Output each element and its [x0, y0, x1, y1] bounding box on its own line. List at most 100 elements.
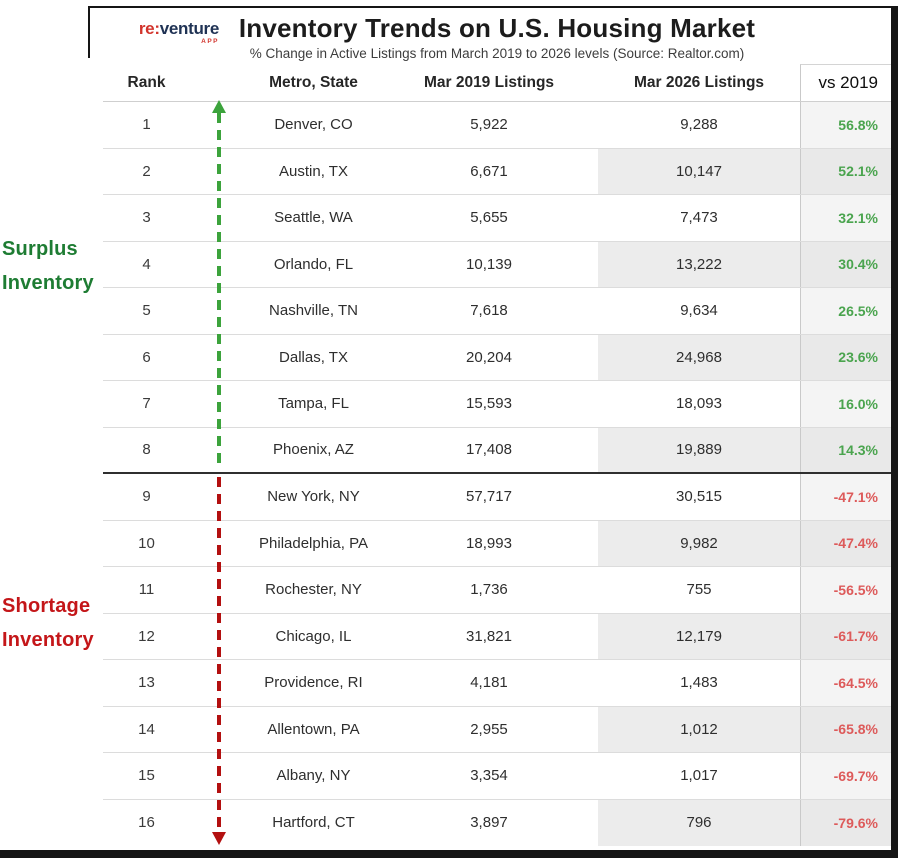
table-row: 7 Tampa, FL 15,593 18,093 16.0% — [103, 381, 891, 428]
metro-cell: Austin, TX — [279, 162, 348, 180]
metro-cell: Allentown, PA — [267, 720, 360, 738]
mar2026-cell: 7,473 — [680, 209, 718, 227]
surplus-inventory-label: Surplus Inventory — [2, 238, 94, 294]
frame-border-bottom — [0, 850, 898, 858]
rank-cell: 11 — [138, 581, 155, 599]
table-row: 12 Chicago, IL 31,821 12,179 -61.7% — [103, 613, 891, 660]
mar2019-cell: 3,897 — [470, 814, 508, 832]
table-row: 4 Orlando, FL 10,139 13,222 30.4% — [103, 241, 891, 288]
green-dashed-line — [216, 113, 222, 466]
mar2026-cell: 18,093 — [676, 395, 722, 413]
mar2019-cell: 5,922 — [470, 116, 508, 134]
metro-cell: Philadelphia, PA — [259, 534, 368, 552]
table-row: 1 Denver, CO 5,922 9,288 56.8% — [103, 102, 891, 149]
mar2019-cell: 5,655 — [470, 209, 508, 227]
title-block: re:venture APP Inventory Trends on U.S. … — [103, 8, 891, 64]
table-row: 10 Philadelphia, PA 18,993 9,982 -47.4% — [103, 520, 891, 567]
vs2019-cell: 30.4% — [800, 241, 891, 287]
mar2019-cell: 17,408 — [466, 441, 512, 459]
vs2019-cell: 32.1% — [800, 195, 891, 241]
mar2019-cell: 6,671 — [470, 162, 508, 180]
table-row: 6 Dallas, TX 20,204 24,968 23.6% — [103, 334, 891, 381]
metro-cell: Orlando, FL — [273, 255, 354, 273]
mar2026-cell: 24,968 — [598, 334, 800, 380]
metro-cell: Providence, RI — [264, 674, 363, 692]
table-row: 3 Seattle, WA 5,655 7,473 32.1% — [103, 195, 891, 242]
vs2019-cell: 14.3% — [800, 427, 891, 472]
logo-prefix: re: — [138, 19, 160, 38]
mar2026-cell: 19,889 — [598, 427, 800, 472]
mar2019-cell: 20,204 — [466, 348, 512, 366]
metro-cell: Albany, NY — [276, 767, 351, 785]
table-row: 5 Nashville, TN 7,618 9,634 26.5% — [103, 288, 891, 335]
rank-cell: 8 — [142, 441, 151, 459]
mar2019-cell: 57,717 — [466, 488, 512, 506]
vs2019-cell: -47.1% — [800, 474, 891, 520]
table-row: 15 Albany, NY 3,354 1,017 -69.7% — [103, 753, 891, 800]
rank-cell: 14 — [138, 720, 155, 738]
mar2019-cell: 3,354 — [470, 767, 508, 785]
shortage-inventory-label: Shortage Inventory — [2, 595, 94, 651]
mar2019-cell: 15,593 — [466, 395, 512, 413]
mar2019-cell: 1,736 — [470, 581, 508, 599]
mar2019-cell: 31,821 — [466, 627, 512, 645]
mar2019-cell: 2,955 — [470, 720, 508, 738]
metro-cell: New York, NY — [267, 488, 360, 506]
vs2019-cell: -64.5% — [800, 660, 891, 706]
table-row: 14 Allentown, PA 2,955 1,012 -65.8% — [103, 706, 891, 753]
rank-cell: 10 — [138, 534, 155, 552]
rank-cell: 13 — [138, 674, 155, 692]
vs2019-cell: 56.8% — [800, 102, 891, 148]
column-header-metro: Metro, State — [269, 73, 358, 91]
rank-cell: 15 — [138, 767, 155, 785]
mar2026-cell: 10,147 — [598, 148, 800, 194]
mar2019-cell: 7,618 — [470, 302, 508, 320]
mar2026-cell: 13,222 — [598, 241, 800, 287]
reventure-logo: re:venture APP — [115, 20, 219, 46]
metro-cell: Denver, CO — [274, 116, 353, 134]
mar2019-cell: 18,993 — [466, 534, 512, 552]
rank-cell: 7 — [142, 395, 151, 413]
table-row: 16 Hartford, CT 3,897 796 -79.6% — [103, 799, 891, 846]
mar2026-cell: 9,982 — [598, 520, 800, 566]
column-header-mar2026: Mar 2026 Listings — [633, 73, 765, 91]
mar2026-cell: 1,483 — [680, 674, 718, 692]
logo-name: venture — [159, 19, 220, 38]
shortage-arrow-down — [211, 477, 227, 845]
table-row: 8 Phoenix, AZ 17,408 19,889 14.3% — [103, 427, 891, 474]
rank-cell: 6 — [142, 348, 151, 366]
table-body: 1 Denver, CO 5,922 9,288 56.8% 2 Austin,… — [103, 102, 891, 846]
vs2019-cell: 23.6% — [800, 334, 891, 380]
vs2019-cell: -65.8% — [800, 706, 891, 752]
mar2019-cell: 4,181 — [470, 674, 508, 692]
metro-cell: Hartford, CT — [272, 814, 355, 832]
mar2026-cell: 1,012 — [598, 706, 800, 752]
frame-border-top — [88, 6, 895, 8]
vs2019-cell: -69.7% — [800, 753, 891, 799]
frame-border-left — [88, 6, 90, 58]
mar2026-cell: 9,288 — [680, 116, 718, 134]
rank-cell: 1 — [142, 116, 151, 134]
rank-cell: 3 — [142, 209, 151, 227]
column-header-vs2019: vs 2019 — [800, 64, 891, 101]
vs2019-cell: 16.0% — [800, 381, 891, 427]
page-subtitle: % Change in Active Listings from March 2… — [249, 46, 745, 61]
vs2019-cell: 26.5% — [800, 288, 891, 334]
mar2026-cell: 1,017 — [680, 767, 718, 785]
rank-cell: 12 — [138, 627, 155, 645]
table-row: 2 Austin, TX 6,671 10,147 52.1% — [103, 148, 891, 195]
table-row: 13 Providence, RI 4,181 1,483 -64.5% — [103, 660, 891, 707]
logo-app-tag: APP — [201, 38, 219, 45]
mar2026-cell: 12,179 — [598, 613, 800, 659]
rank-cell: 9 — [142, 488, 151, 506]
metro-cell: Rochester, NY — [265, 581, 362, 599]
table-header-row: Rank Metro, State Mar 2019 Listings Mar … — [103, 64, 891, 102]
metro-cell: Chicago, IL — [275, 627, 352, 645]
rank-cell: 5 — [142, 302, 151, 320]
vs2019-cell: -79.6% — [800, 799, 891, 846]
table-row: 11 Rochester, NY 1,736 755 -56.5% — [103, 567, 891, 614]
vs2019-cell: 52.1% — [800, 148, 891, 194]
vs2019-cell: -56.5% — [800, 567, 891, 613]
arrow-down-icon — [212, 832, 226, 845]
rank-cell: 16 — [138, 814, 155, 832]
